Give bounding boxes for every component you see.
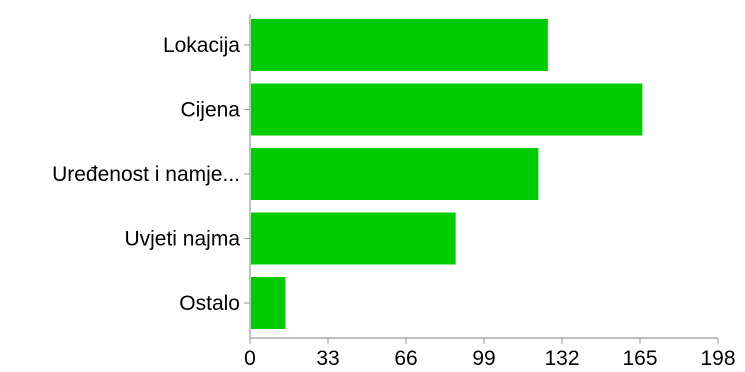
x-tick-labels: 0 33 66 99 132 165 198 [244, 347, 735, 370]
x-tick-label: 165 [622, 347, 657, 370]
category-label: Cijena [180, 99, 240, 122]
axes-layer [244, 14, 719, 344]
category-label: Ostalo [179, 292, 240, 315]
category-labels: Lokacija Cijena Uređenost i namje... Uvjeti… [52, 34, 240, 315]
bar-lokacija [251, 19, 548, 71]
x-tick-label: 66 [394, 347, 417, 370]
bars-layer [251, 19, 643, 329]
bar-cijena [251, 83, 643, 136]
bar-uvjeti-najma [251, 212, 456, 265]
bar-ostalo [251, 277, 286, 329]
bar-ure-enost-i-namje [251, 148, 539, 200]
category-label: Uvjeti najma [124, 228, 240, 251]
x-tick-label: 0 [244, 347, 256, 370]
category-label: Lokacija [163, 34, 240, 57]
x-tick-label: 33 [316, 347, 339, 370]
category-label: Uređenost i namje... [52, 163, 240, 186]
x-tick-label: 132 [544, 347, 579, 370]
x-tick-label: 99 [472, 347, 495, 370]
x-tick-label: 198 [700, 347, 735, 370]
